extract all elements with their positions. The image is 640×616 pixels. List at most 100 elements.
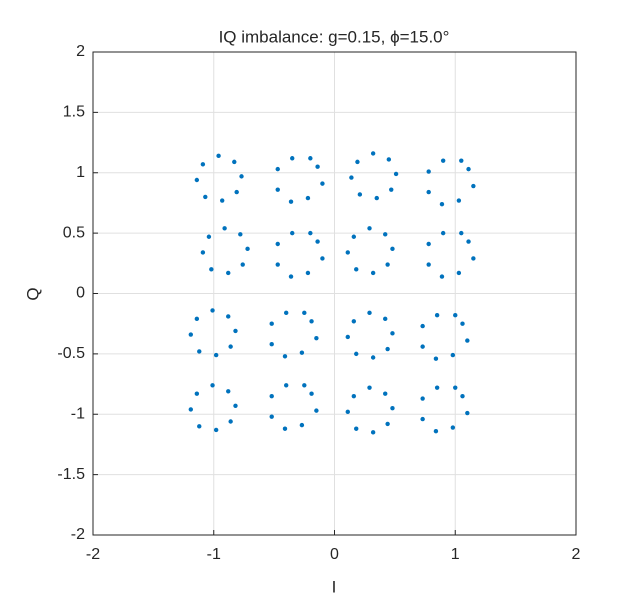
y-axis-label: Q: [23, 287, 42, 300]
data-point: [213, 427, 219, 433]
data-point: [228, 344, 233, 349]
data-point: [456, 270, 462, 276]
x-tick-label: 0: [330, 546, 339, 563]
data-point: [370, 151, 376, 156]
data-point: [345, 334, 350, 340]
data-point: [216, 153, 221, 159]
data-point: [203, 194, 208, 200]
data-point: [200, 162, 206, 167]
y-tick-label: -1.5: [57, 466, 85, 483]
data-point: [305, 270, 311, 276]
data-point: [226, 314, 231, 319]
data-point: [460, 393, 465, 399]
data-point: [315, 239, 320, 244]
data-point: [314, 335, 319, 341]
data-point: [450, 352, 456, 358]
y-tick-label: -2: [71, 526, 85, 543]
data-point: [213, 352, 219, 358]
data-point: [420, 323, 425, 329]
data-point: [355, 159, 360, 165]
data-point: [194, 391, 200, 396]
data-point: [320, 181, 325, 186]
x-tick-label: 2: [572, 546, 581, 563]
data-point: [460, 321, 465, 326]
data-point: [269, 342, 274, 347]
data-point: [197, 424, 202, 429]
data-point: [440, 230, 446, 236]
x-tick-label: -2: [86, 546, 100, 563]
y-tick-label: -0.5: [57, 345, 85, 362]
data-point: [275, 187, 280, 192]
data-point: [367, 226, 372, 231]
data-point: [420, 416, 425, 422]
data-point: [393, 171, 399, 177]
data-point: [275, 166, 280, 172]
data-point: [308, 156, 313, 161]
data-point: [226, 389, 231, 394]
data-point: [439, 274, 445, 279]
data-point: [233, 403, 238, 408]
data-point: [194, 316, 200, 322]
data-point: [284, 383, 289, 388]
data-point: [383, 316, 388, 322]
data-point: [420, 344, 425, 349]
data-point: [238, 232, 243, 237]
data-point: [465, 410, 470, 416]
data-point: [466, 166, 471, 172]
data-point: [370, 355, 376, 360]
plot-frame: [92, 51, 577, 536]
data-point: [302, 310, 307, 316]
data-point: [240, 262, 245, 267]
data-point: [222, 226, 227, 231]
data-point: [383, 391, 388, 396]
data-point: [245, 246, 250, 252]
data-point: [305, 195, 311, 201]
data-point: [390, 246, 395, 252]
data-point: [299, 350, 305, 355]
data-point: [349, 175, 354, 180]
data-point: [389, 187, 394, 192]
data-point: [299, 422, 305, 428]
y-tick-label: 2: [76, 43, 85, 60]
data-point: [290, 230, 295, 236]
data-point: [233, 328, 238, 334]
x-tick-label: 1: [451, 546, 460, 563]
x-tick-label: -1: [207, 546, 221, 563]
data-point: [239, 174, 244, 179]
data-point: [471, 183, 476, 189]
data-point: [282, 354, 288, 359]
data-point: [209, 267, 214, 272]
data-point: [439, 201, 445, 207]
data-point: [357, 192, 363, 197]
data-point: [234, 189, 239, 195]
data-point: [420, 396, 425, 401]
data-point: [226, 270, 231, 276]
data-point: [284, 310, 289, 316]
data-point: [220, 198, 225, 203]
data-point: [459, 158, 464, 163]
data-point: [320, 256, 325, 261]
data-point: [453, 313, 458, 318]
y-tick-label: -1: [71, 405, 85, 422]
data-point: [315, 164, 320, 169]
data-point: [434, 385, 440, 390]
data-point: [385, 262, 390, 267]
data-point: [206, 234, 212, 239]
data-point: [354, 426, 359, 431]
data-point: [426, 241, 431, 247]
data-point: [434, 313, 440, 318]
data-point: [269, 321, 274, 326]
data-point: [386, 157, 392, 162]
data-point: [459, 230, 464, 236]
data-point: [282, 426, 288, 431]
data-point: [426, 262, 431, 267]
data-point: [471, 256, 476, 261]
data-point: [351, 393, 357, 399]
data-point: [440, 158, 446, 163]
data-point: [351, 319, 357, 324]
data-point: [354, 351, 359, 357]
data-point: [232, 159, 237, 165]
data-point: [314, 408, 319, 413]
chart-title: IQ imbalance: g=0.15, ϕ=15.0°: [219, 27, 450, 46]
